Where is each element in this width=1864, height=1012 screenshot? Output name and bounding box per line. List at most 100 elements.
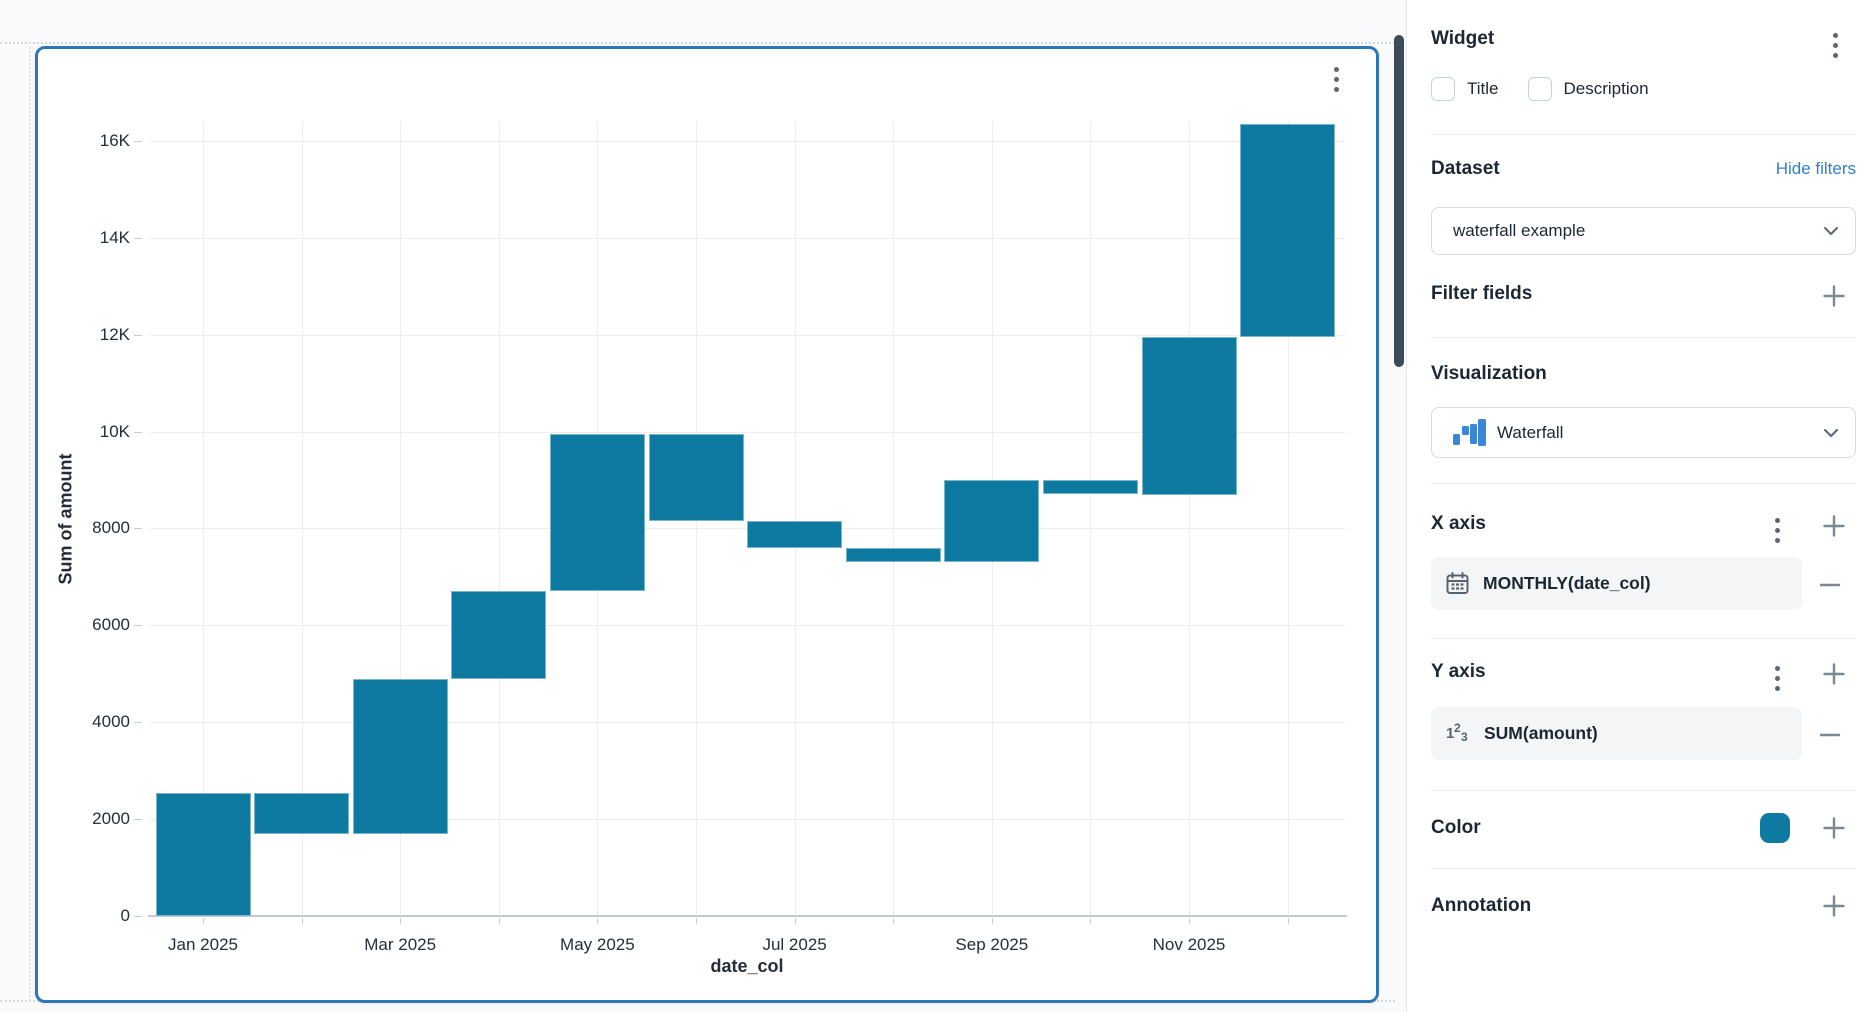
- widget-menu-kebab-icon[interactable]: [1831, 31, 1840, 60]
- waterfall-bar-Jul-2025[interactable]: [747, 521, 843, 548]
- waterfall-bar-Nov-2025[interactable]: [1141, 337, 1237, 495]
- waterfall-bar-Dec-2025[interactable]: [1240, 123, 1336, 337]
- waterfall-bar-Feb-2025[interactable]: [254, 792, 350, 834]
- x-gridline: [1189, 121, 1190, 916]
- color-label: Color: [1431, 817, 1481, 838]
- vertical-scrollbar[interactable]: [1394, 35, 1404, 367]
- y-gridline: [150, 431, 1345, 433]
- divider: [1431, 790, 1856, 791]
- add-y-axis-field-icon[interactable]: [1820, 660, 1848, 688]
- waterfall-chart-card[interactable]: 0 2000 4000 6000 8000 10K 12K 14K 16K Jan 2025 Mar…: [35, 46, 1379, 1003]
- x-gridline: [498, 121, 500, 916]
- add-color-icon[interactable]: [1820, 814, 1848, 842]
- y-tick: [134, 140, 142, 142]
- add-filter-field-icon[interactable]: [1820, 282, 1848, 310]
- grid-dotted-line: [0, 42, 1395, 44]
- x-tick: [301, 918, 303, 924]
- add-annotation-icon[interactable]: [1820, 892, 1848, 920]
- x-tick: [400, 918, 402, 924]
- y-gridline: [150, 625, 1345, 627]
- y-axis-options-kebab-icon[interactable]: [1773, 664, 1782, 693]
- y-tick-label: 6000: [92, 615, 130, 635]
- x-tick: [1287, 918, 1289, 924]
- y-tick: [134, 528, 142, 530]
- y-tick-label: 16K: [99, 130, 130, 150]
- calendar-icon: [1445, 571, 1470, 596]
- dataset-select[interactable]: waterfall example: [1431, 207, 1856, 255]
- dataset-label: Dataset: [1431, 158, 1500, 179]
- panel-title: Widget: [1431, 28, 1495, 49]
- panel-header-row: Widget: [1431, 28, 1856, 50]
- title-checkbox-label: Title: [1467, 79, 1499, 98]
- x-tick-label: May 2025: [560, 935, 635, 954]
- x-gridline: [400, 121, 402, 916]
- y-tick-label: 8000: [92, 518, 130, 538]
- y-tick: [134, 722, 142, 724]
- title-description-row: Title Description: [1431, 77, 1856, 101]
- chevron-down-icon: [1823, 226, 1839, 236]
- waterfall-bar-Mar-2025[interactable]: [352, 678, 448, 834]
- hide-filters-link[interactable]: Hide filters: [1775, 159, 1856, 178]
- filter-fields-row: Filter fields: [1431, 283, 1856, 305]
- y-tick: [134, 819, 142, 821]
- chart-menu-kebab-icon[interactable]: [1332, 65, 1341, 94]
- add-x-axis-field-icon[interactable]: [1820, 512, 1848, 540]
- x-axis-header-row: X axis: [1431, 513, 1856, 535]
- waterfall-bar-Aug-2025[interactable]: [845, 547, 941, 563]
- description-checkbox[interactable]: [1527, 77, 1552, 101]
- x-gridline: [794, 121, 796, 916]
- x-gridline: [1090, 121, 1092, 916]
- y-gridline: [150, 334, 1345, 336]
- visualization-header-row: Visualization: [1431, 363, 1856, 385]
- x-tick-label: Mar 2025: [364, 935, 437, 954]
- divider: [1431, 483, 1856, 484]
- widget-settings-panel: Widget Title Description Dataset Hide fi…: [1406, 0, 1864, 1012]
- waterfall-chart: 0 2000 4000 6000 8000 10K 12K 14K 16K Jan 2025 Mar…: [38, 49, 1376, 1000]
- divider: [1431, 337, 1856, 338]
- remove-y-axis-field-icon[interactable]: [1818, 723, 1842, 747]
- x-axis-options-kebab-icon[interactable]: [1773, 516, 1782, 545]
- y-tick: [134, 916, 142, 917]
- y-tick: [134, 334, 142, 336]
- x-gridline: [203, 121, 204, 916]
- title-checkbox[interactable]: [1431, 77, 1455, 101]
- x-gridline: [301, 121, 303, 916]
- y-gridline: [150, 237, 1345, 239]
- waterfall-chart-type-icon: [1453, 419, 1486, 446]
- annotation-label: Annotation: [1431, 895, 1532, 916]
- waterfall-bar-Sep-2025[interactable]: [944, 479, 1040, 563]
- x-tick-label: Sep 2025: [955, 935, 1029, 954]
- y-gridline: [150, 819, 1345, 821]
- visualization-select[interactable]: Waterfall: [1431, 407, 1856, 458]
- y-tick-label: 10K: [99, 421, 130, 441]
- waterfall-bar-Jan-2025[interactable]: [155, 792, 251, 916]
- x-tick-label: Jan 2025: [168, 935, 238, 954]
- color-row: Color: [1431, 817, 1856, 839]
- color-swatch[interactable]: [1760, 813, 1790, 843]
- x-tick: [597, 918, 599, 924]
- y-tick-label: 12K: [99, 324, 130, 344]
- y-axis-header-row: Y axis: [1431, 661, 1856, 683]
- x-tick: [1189, 918, 1190, 924]
- filter-fields-label: Filter fields: [1431, 283, 1533, 304]
- x-axis-field-pill[interactable]: MONTHLY(date_col): [1431, 557, 1802, 610]
- annotation-row: Annotation: [1431, 895, 1856, 917]
- y-gridline: [150, 722, 1345, 724]
- x-axis-line: [148, 915, 1347, 917]
- waterfall-bar-Jun-2025[interactable]: [648, 433, 744, 522]
- dashboard-canvas: 0 2000 4000 6000 8000 10K 12K 14K 16K Jan 2025 Mar…: [0, 42, 1395, 1003]
- x-axis-field-name: MONTHLY(date_col): [1483, 573, 1651, 593]
- waterfall-bar-May-2025[interactable]: [549, 433, 645, 592]
- y-axis-title: Sum of amount: [55, 453, 76, 585]
- y-tick: [134, 625, 142, 627]
- y-tick-label: 4000: [92, 712, 130, 732]
- dataset-select-value: waterfall example: [1453, 221, 1586, 240]
- y-axis-label: Y axis: [1431, 661, 1486, 682]
- remove-x-axis-field-icon[interactable]: [1818, 573, 1842, 597]
- x-tick: [893, 918, 895, 924]
- x-tick-label: Jul 2025: [762, 935, 827, 954]
- waterfall-bar-Oct-2025[interactable]: [1042, 479, 1138, 495]
- waterfall-bar-Apr-2025[interactable]: [451, 591, 547, 679]
- divider: [1431, 638, 1856, 639]
